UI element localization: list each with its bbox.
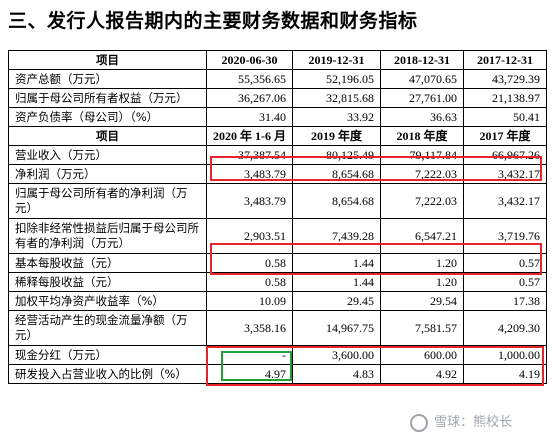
value-cell: 1.20 bbox=[380, 272, 464, 292]
table-row: 资产总额（万元） 55,356.65 52,196.05 47,070.65 4… bbox=[8, 69, 547, 89]
value-cell: 36.63 bbox=[380, 107, 464, 127]
header-cell: 2018 年度 bbox=[380, 126, 464, 146]
header-cell: 2020 年 1-6 月 bbox=[206, 126, 293, 146]
table-row: 基本每股收益（元） 0.58 1.44 1.20 0.57 bbox=[8, 253, 547, 273]
value-cell: 2,903.51 bbox=[206, 218, 293, 254]
value-cell: 4.19 bbox=[463, 364, 547, 384]
header-cell: 2019 年度 bbox=[292, 126, 381, 146]
value-cell: 27,761.00 bbox=[380, 88, 464, 108]
table-row: 稀释每股收益（元） 0.58 1.44 1.20 0.57 bbox=[8, 272, 547, 292]
value-cell: 17.38 bbox=[463, 291, 547, 311]
value-cell: 47,070.65 bbox=[380, 69, 464, 89]
table-row: 研发投入占营业收入的比例（%） 4.97 4.83 4.92 4.19 bbox=[8, 364, 547, 384]
watermark-text: 雪球：熊校长 bbox=[434, 415, 513, 430]
highlight-cashflow-box bbox=[206, 346, 544, 386]
header-cell: 2017-12-31 bbox=[463, 50, 547, 70]
row-label: 稀释每股收益（元） bbox=[8, 272, 207, 292]
table-row: 归属于母公司所有者权益（万元） 36,267.06 32,815.68 27,7… bbox=[8, 88, 547, 108]
value-cell: 7,581.57 bbox=[380, 310, 464, 346]
row-label: 研发投入占营业收入的比例（%） bbox=[8, 364, 207, 384]
value-cell: 1.44 bbox=[292, 272, 381, 292]
value-cell: 3,719.76 bbox=[463, 218, 547, 254]
row-label: 现金分红（万元） bbox=[8, 345, 207, 365]
table-row: 扣除非经常性损益后归属于母公司所有者的净利润（万元） 2,903.51 7,43… bbox=[8, 218, 547, 254]
value-cell: 29.54 bbox=[380, 291, 464, 311]
value-cell: 31.40 bbox=[206, 107, 293, 127]
header-cell: 2020-06-30 bbox=[206, 50, 293, 70]
value-cell: 4,209.30 bbox=[463, 310, 547, 346]
header-cell: 2018-12-31 bbox=[380, 50, 464, 70]
value-cell: 33.92 bbox=[292, 107, 381, 127]
value-cell: 52,196.05 bbox=[292, 69, 381, 89]
value-cell: 4.92 bbox=[380, 364, 464, 384]
value-cell: 3,483.79 bbox=[206, 183, 293, 219]
value-cell: 55,356.65 bbox=[206, 69, 293, 89]
row-label: 资产负债率（母公司）（%） bbox=[8, 107, 207, 127]
header-cell: 项目 bbox=[8, 50, 207, 70]
row-label: 归属于母公司所有者的净利润（万元） bbox=[8, 183, 207, 219]
value-cell: 66,967.26 bbox=[463, 145, 547, 165]
table-row: 加权平均净资产收益率（%） 10.09 29.45 29.54 17.38 bbox=[8, 291, 547, 311]
value-cell: 0.58 bbox=[206, 272, 293, 292]
table-row: 经营活动产生的现金流量净额（万元） 3,358.16 14,967.75 7,5… bbox=[8, 310, 547, 346]
row-label: 营业收入（万元） bbox=[8, 145, 207, 165]
header-cell: 2019-12-31 bbox=[292, 50, 381, 70]
value-cell: 8,654.68 bbox=[292, 183, 381, 219]
row-label: 基本每股收益（元） bbox=[8, 253, 207, 273]
value-cell: 6,547.21 bbox=[380, 218, 464, 254]
row-label: 归属于母公司所有者权益（万元） bbox=[8, 88, 207, 108]
value-cell: 4.83 bbox=[292, 364, 381, 384]
value-cell: 7,222.03 bbox=[380, 183, 464, 219]
value-cell: 14,967.75 bbox=[292, 310, 381, 346]
value-cell: 3,358.16 bbox=[206, 310, 293, 346]
row-label: 净利润（万元） bbox=[8, 164, 207, 184]
row-label: 经营活动产生的现金流量净额（万元） bbox=[8, 310, 207, 346]
value-cell: 43,729.39 bbox=[463, 69, 547, 89]
table-row: 归属于母公司所有者的净利润（万元） 3,483.79 8,654.68 7,22… bbox=[8, 183, 547, 219]
value-cell: 36,267.06 bbox=[206, 88, 293, 108]
table-row: 营业收入（万元） 37,387.54 80,125.49 79,117.84 6… bbox=[8, 145, 547, 165]
value-cell: 3,600.00 bbox=[292, 345, 381, 365]
row-label: 加权平均净资产收益率（%） bbox=[8, 291, 207, 311]
section-title: 三、发行人报告期内的主要财务数据和财务指标 bbox=[8, 10, 418, 32]
value-cell: 29.45 bbox=[292, 291, 381, 311]
value-cell: 0.57 bbox=[463, 272, 547, 292]
value-cell: 1.44 bbox=[292, 253, 381, 273]
watermark: 雪球：熊校长 bbox=[410, 411, 512, 432]
header-row-balance: 项目 2020-06-30 2019-12-31 2018-12-31 2017… bbox=[8, 50, 547, 70]
value-cell: 21,138.97 bbox=[463, 88, 547, 108]
header-row-income: 项目 2020 年 1-6 月 2019 年度 2018 年度 2017 年度 bbox=[8, 126, 547, 146]
financial-table: 项目 2020-06-30 2019-12-31 2018-12-31 2017… bbox=[8, 50, 547, 384]
value-cell: 3,432.17 bbox=[463, 183, 547, 219]
row-label: 资产总额（万元） bbox=[8, 69, 207, 89]
header-cell: 2017 年度 bbox=[463, 126, 547, 146]
highlight-deducted-profit-box bbox=[210, 243, 542, 275]
value-cell: 50.41 bbox=[463, 107, 547, 127]
highlight-cashflow-h1-box bbox=[221, 351, 292, 381]
highlight-revenue-box bbox=[210, 156, 542, 181]
table-row: 资产负债率（母公司）（%） 31.40 33.92 36.63 50.41 bbox=[8, 107, 547, 127]
value-cell: 32,815.68 bbox=[292, 88, 381, 108]
value-cell: 10.09 bbox=[206, 291, 293, 311]
row-label: 扣除非经常性损益后归属于母公司所有者的净利润（万元） bbox=[8, 218, 207, 254]
header-cell: 项目 bbox=[8, 126, 207, 146]
snowball-logo-icon bbox=[410, 413, 428, 432]
